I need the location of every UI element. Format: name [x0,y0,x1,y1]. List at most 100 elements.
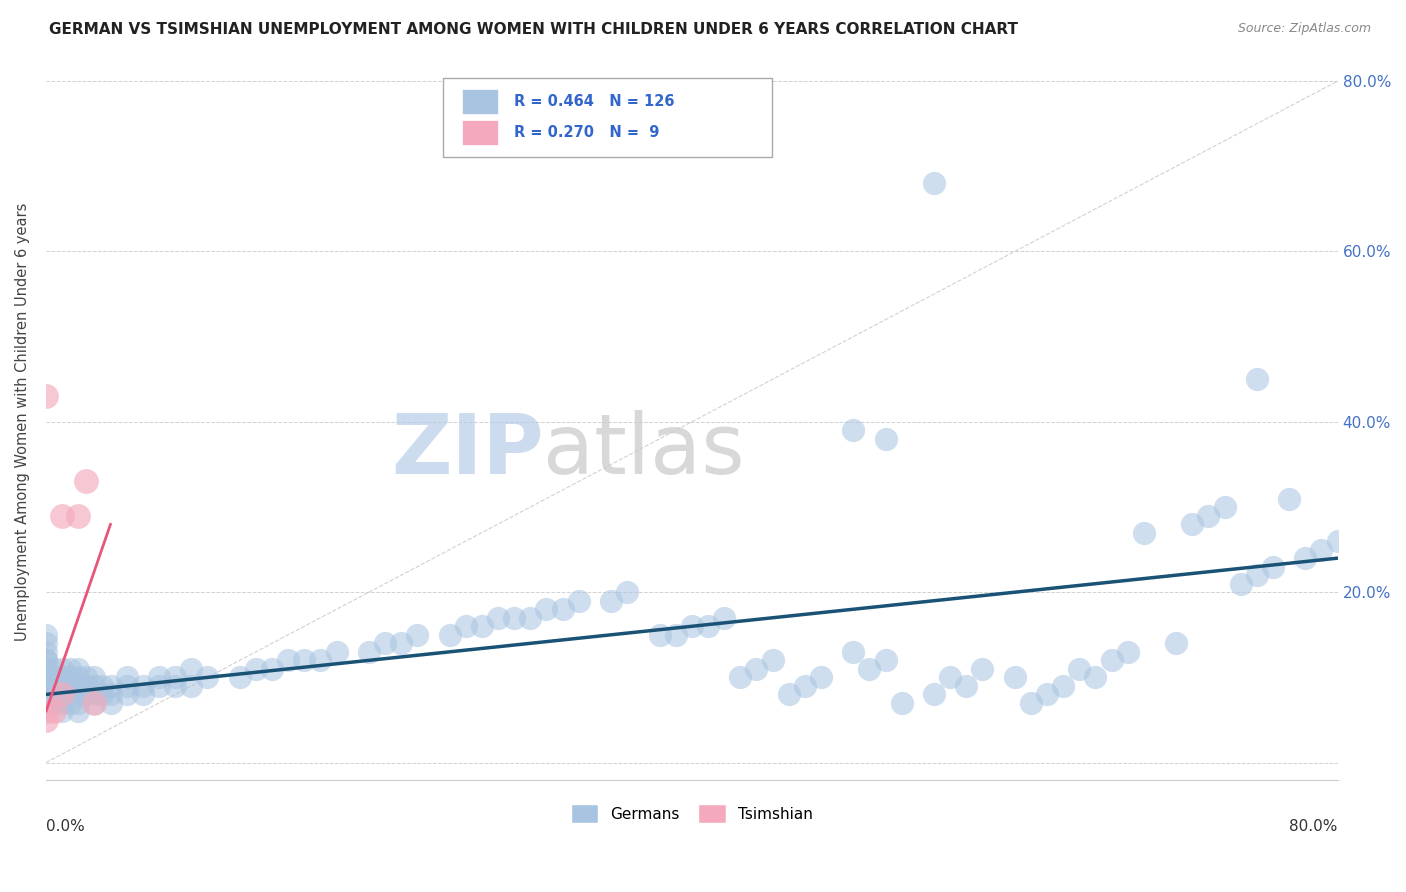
Point [83,688,105,702]
Point [1084,670,1107,684]
Point [35,688,58,702]
Point [165,670,187,684]
Point [115,688,138,702]
Point [325,645,347,659]
Point [35,653,58,667]
Point [75,679,97,693]
Point [35,679,58,693]
Point [35,628,58,642]
Text: 80.0%: 80.0% [1289,819,1337,834]
Point [59,679,82,693]
Point [681,619,703,633]
Point [42,705,65,719]
Point [292,653,315,667]
Point [389,636,412,650]
Point [75,475,97,489]
Point [1278,491,1301,506]
Text: 0.0%: 0.0% [46,819,84,834]
Point [35,696,58,710]
Point [260,662,283,676]
Point [697,619,720,633]
Point [858,662,880,676]
Point [745,662,768,676]
Point [519,611,541,625]
Point [890,696,912,710]
Point [1294,551,1316,566]
Point [648,628,671,642]
Point [406,628,429,642]
Point [35,670,58,684]
Point [1246,372,1268,386]
Point [1004,670,1026,684]
Point [75,670,97,684]
Point [1166,636,1188,650]
Point [875,653,897,667]
Point [42,688,65,702]
Point [132,679,155,693]
Point [67,696,90,710]
Point [1036,688,1059,702]
Point [67,508,90,523]
Text: atlas: atlas [543,410,745,491]
Text: GERMAN VS TSIMSHIAN UNEMPLOYMENT AMONG WOMEN WITH CHILDREN UNDER 6 YEARS CORRELA: GERMAN VS TSIMSHIAN UNEMPLOYMENT AMONG W… [49,22,1018,37]
Point [616,585,638,599]
Point [665,628,688,642]
Point [91,688,114,702]
Point [115,670,138,684]
Point [75,688,97,702]
Point [59,688,82,702]
Point [922,177,945,191]
Point [35,636,58,650]
Point [1213,500,1236,514]
Point [1019,696,1042,710]
Point [35,645,58,659]
Point [357,645,380,659]
Point [503,611,526,625]
Point [59,696,82,710]
Point [35,679,58,693]
Point [551,602,574,616]
Point [1310,542,1333,557]
Point [91,679,114,693]
Point [568,593,591,607]
Point [83,679,105,693]
Point [1326,534,1348,549]
Point [67,662,90,676]
Point [35,389,58,403]
Point [1069,662,1091,676]
Point [42,662,65,676]
Point [83,670,105,684]
Point [51,696,73,710]
Text: R = 0.270   N =  9: R = 0.270 N = 9 [513,125,659,139]
Point [471,619,494,633]
Point [35,662,58,676]
Point [51,670,73,684]
Point [180,662,202,676]
Point [454,619,477,633]
Point [100,679,122,693]
Point [51,679,73,693]
Point [197,670,219,684]
Point [83,696,105,710]
Point [67,670,90,684]
Point [1198,508,1220,523]
Point [132,688,155,702]
Point [59,670,82,684]
Point [59,662,82,676]
Text: R = 0.464   N = 126: R = 0.464 N = 126 [513,94,673,109]
Point [939,670,962,684]
Point [67,679,90,693]
Point [100,688,122,702]
Point [35,705,58,719]
Point [778,688,800,702]
Point [842,645,865,659]
FancyBboxPatch shape [443,78,772,157]
Point [922,688,945,702]
Point [955,679,977,693]
Y-axis label: Unemployment Among Women with Children Under 6 years: Unemployment Among Women with Children U… [15,202,30,641]
Point [35,688,58,702]
Point [1133,525,1156,540]
Point [51,688,73,702]
Point [793,679,815,693]
Point [35,653,58,667]
